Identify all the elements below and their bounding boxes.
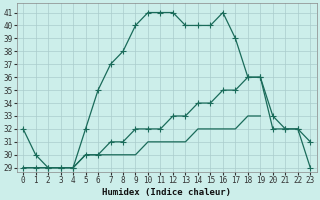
X-axis label: Humidex (Indice chaleur): Humidex (Indice chaleur) [102, 188, 231, 197]
